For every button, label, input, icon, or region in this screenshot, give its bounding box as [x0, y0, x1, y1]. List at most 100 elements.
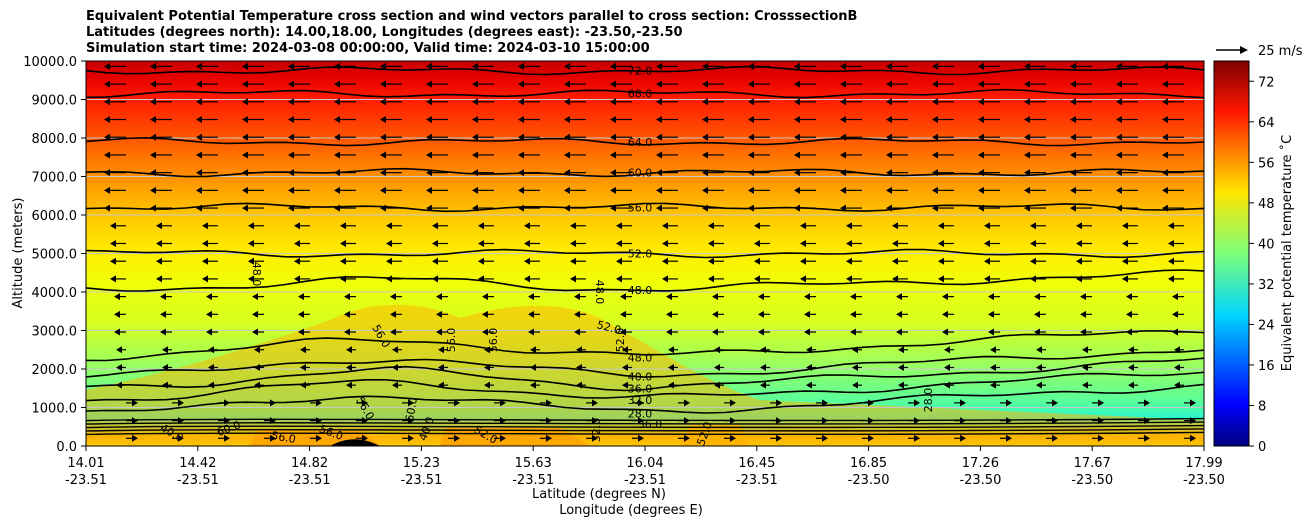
wind-vector-head [1070, 133, 1076, 141]
wind-vector-head [576, 363, 582, 371]
wind-vector-head [196, 204, 202, 212]
wind-vector-head [666, 328, 672, 336]
wind-vector-head [484, 346, 490, 354]
wind-vector-head [1098, 434, 1104, 442]
contour-line [86, 88, 1204, 99]
wind-vector-head [472, 116, 478, 124]
wind-vector-head [524, 275, 530, 283]
wind-vector-head [1162, 116, 1168, 124]
wind-vector-head [886, 186, 892, 194]
y-tick-label: 1000.0 [32, 402, 78, 417]
wind-vector-head [610, 80, 616, 88]
wind-vector-head [1006, 434, 1012, 442]
wind-vector-head [892, 222, 898, 230]
wind-vector-head [528, 293, 534, 301]
wind-vector-head [362, 417, 368, 425]
wind-vector-head [616, 239, 622, 247]
contour-line [86, 136, 1204, 147]
wind-vector-head [270, 399, 276, 407]
wind-vector-head [386, 239, 392, 247]
wind-vector-head [1126, 310, 1132, 318]
wind-vector-head [300, 346, 306, 354]
wind-vector-head [294, 239, 300, 247]
wind-vector-head [426, 116, 432, 124]
wind-vector-head [794, 80, 800, 88]
colorbar-tick-label: 8 [1258, 399, 1266, 414]
wind-vector-head [1036, 381, 1042, 389]
wind-vector-head [684, 434, 690, 442]
wind-vector-head [794, 186, 800, 194]
wind-vector-head [472, 204, 478, 212]
wind-vector-head [546, 434, 552, 442]
wind-vector-head [344, 293, 350, 301]
y-axis-label: Altitude (meters) [11, 198, 26, 309]
wind-vector-head [806, 363, 812, 371]
contour-label: 48.0 [250, 262, 263, 287]
wind-vector-head [668, 381, 674, 389]
wind-vector-head [794, 151, 800, 159]
wind-vector-head [298, 328, 304, 336]
wind-vector-head [932, 186, 938, 194]
wind-vector-head [150, 62, 156, 70]
wind-vector-head [758, 310, 764, 318]
wind-vector-head [990, 346, 996, 354]
wind-vector-head [852, 381, 858, 389]
wind-vector-head [1082, 346, 1088, 354]
wind-vector-head [334, 80, 340, 88]
wind-vector-head [1122, 275, 1128, 283]
wind-vector-head [914, 434, 920, 442]
wind-vector-head [1174, 346, 1180, 354]
wind-vector-head [528, 310, 534, 318]
x-tick-label-lat: 14.01 [67, 456, 104, 471]
wind-vector-head [196, 116, 202, 124]
wind-vector-head [840, 80, 846, 88]
wind-vector-head [426, 151, 432, 159]
wind-vector-head [990, 381, 996, 389]
wind-vector-head [1162, 80, 1168, 88]
wind-vector-head [270, 417, 276, 425]
wind-vector-head [1098, 417, 1104, 425]
wind-vector-head [1070, 116, 1076, 124]
wind-vector-head [524, 257, 530, 265]
contour-label: 72.0 [628, 65, 653, 78]
wind-vector-head [886, 80, 892, 88]
wind-vector-head [984, 257, 990, 265]
contour-line [86, 65, 1204, 76]
colorbar-tick-label: 16 [1258, 359, 1275, 374]
wind-vector-head [1162, 62, 1168, 70]
wind-vector-head [300, 363, 306, 371]
wind-vector-head [822, 434, 828, 442]
wind-vector-head [1116, 133, 1122, 141]
wind-vector-head [472, 133, 478, 141]
wind-vector-head [390, 310, 396, 318]
wind-vector-head [840, 169, 846, 177]
x-tick-label-lat: 17.99 [1185, 456, 1222, 471]
wind-vector-head [426, 62, 432, 70]
wind-vector-head [380, 204, 386, 212]
contour-label: 48.0 [628, 284, 653, 297]
wind-vector-head [288, 186, 294, 194]
wind-vector-head [1024, 116, 1030, 124]
wind-vector-head [454, 434, 460, 442]
wind-vector-head [666, 293, 672, 301]
wind-vector-head [960, 417, 966, 425]
wind-vector-head [484, 381, 490, 389]
wind-vector-head [482, 293, 488, 301]
wind-vector-head [288, 169, 294, 177]
wind-vector-head [392, 346, 398, 354]
wind-vector-head [110, 239, 116, 247]
wind-vector-head [662, 257, 668, 265]
surface-warm-patch [680, 425, 750, 446]
wind-vector-head [1168, 257, 1174, 265]
wind-vector-head [362, 434, 368, 442]
wind-vector-head [298, 293, 304, 301]
wind-vector-head [484, 363, 490, 371]
wind-vector-head [316, 417, 322, 425]
wind-vector-head [340, 222, 346, 230]
wind-vector-head [656, 98, 662, 106]
wind-vector-head [116, 363, 122, 371]
wind-vector-head [1116, 116, 1122, 124]
wind-vector-head [438, 381, 444, 389]
wind-vector-head [156, 275, 162, 283]
wind-vector-head [454, 399, 460, 407]
